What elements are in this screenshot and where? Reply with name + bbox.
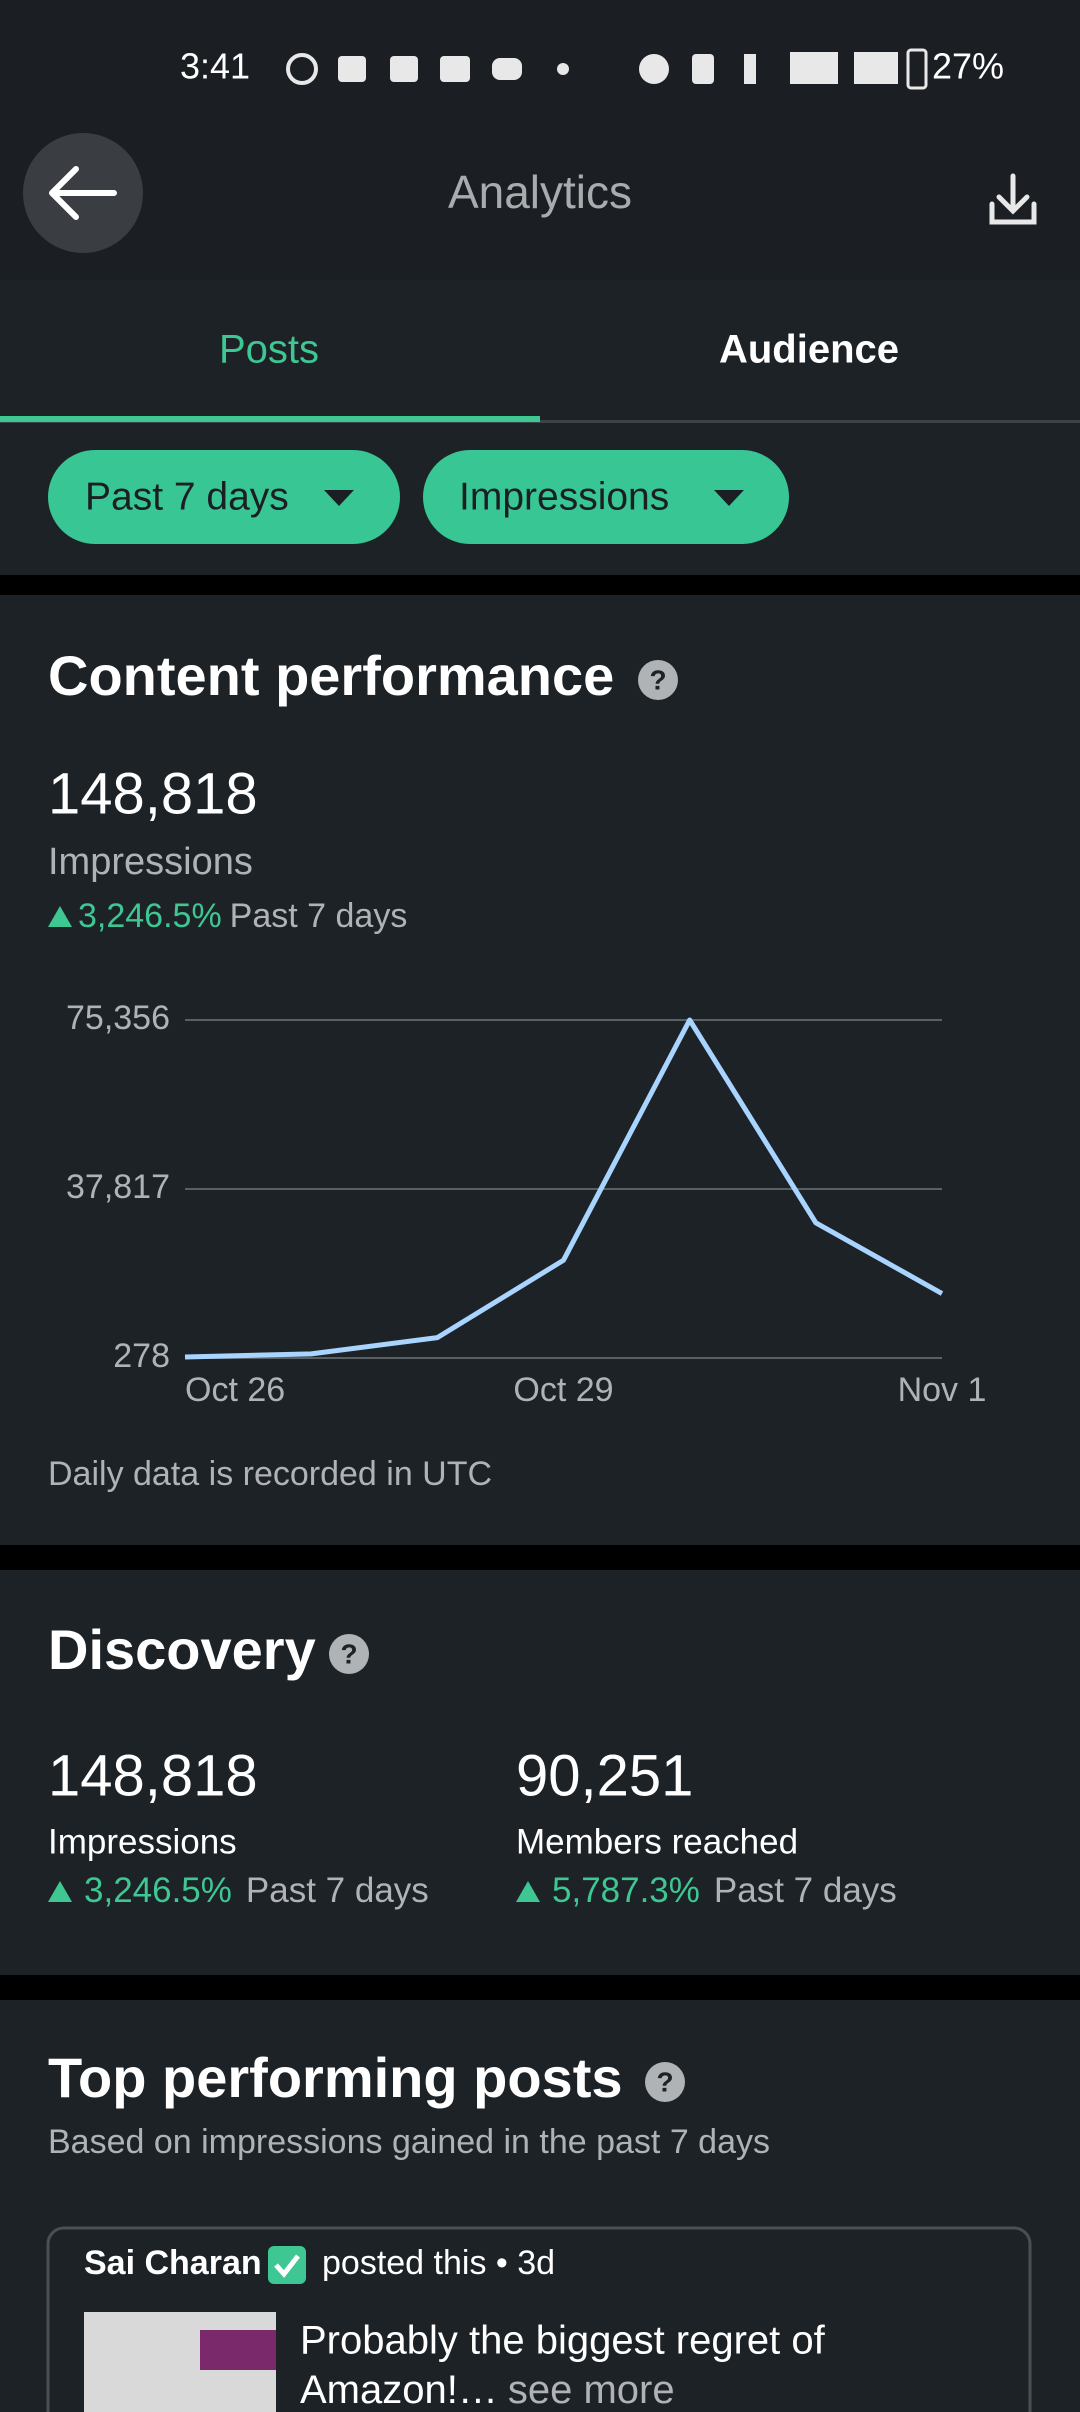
- stat-value: 90,251: [516, 1743, 693, 1808]
- trend-up: [48, 906, 72, 927]
- data-line: [184, 1017, 944, 1360]
- filter-chip[interactable]: Past 7 days: [48, 450, 400, 544]
- metric-label: Impressions: [48, 841, 253, 883]
- post-card[interactable]: Sai Charan posted this • 3d Probably the…: [46, 2226, 1032, 2412]
- y-tick-label: 37,817: [66, 1168, 170, 1206]
- card-bg: [0, 1570, 1080, 1975]
- tab[interactable]: Posts: [219, 328, 319, 372]
- status-battery: 27%: [932, 46, 1004, 87]
- section-title: Content performance: [48, 644, 614, 707]
- post-text: Probably the biggest regret of: [300, 2319, 826, 2363]
- trend: 3,246.5% Past 7 days: [78, 897, 407, 935]
- app-title: Analytics: [448, 166, 632, 218]
- status-time: 3:41: [180, 46, 250, 87]
- download-button[interactable]: [989, 173, 1037, 225]
- y-tick-label: 278: [113, 1337, 170, 1375]
- post-meta: posted this • 3d: [322, 2244, 555, 2282]
- x-tick-label: Oct 29: [513, 1371, 613, 1409]
- chip-label: Past 7 days: [85, 475, 289, 518]
- separator: [0, 1975, 1080, 2000]
- total-value: 148,818: [48, 761, 258, 826]
- chart-note: Daily data is recorded in UTC: [48, 1455, 492, 1493]
- x-tick-label: Nov 1: [898, 1371, 987, 1409]
- section-title: Top performing posts: [48, 2046, 623, 2109]
- post-thumbnail-detail: [200, 2330, 276, 2370]
- status-icons: [286, 48, 928, 90]
- post-author: Sai Charan: [84, 2244, 262, 2282]
- trend: 3,246.5% Past 7 days: [84, 1871, 429, 1910]
- card-bg: [0, 595, 1080, 1545]
- separator: [0, 575, 1080, 595]
- filter-chip[interactable]: Impressions: [423, 450, 789, 544]
- x-tick-label: Oct 26: [185, 1371, 285, 1409]
- stat-value: 148,818: [48, 1743, 258, 1808]
- verified-icon: [268, 2246, 306, 2284]
- top-bar-bg: [0, 0, 1080, 280]
- help-icon[interactable]: ?: [329, 1634, 369, 1674]
- chip-label: Impressions: [459, 475, 669, 518]
- svg-text:?: ?: [656, 2066, 673, 2097]
- help-icon[interactable]: ?: [638, 660, 678, 700]
- section-title: Discovery: [48, 1618, 316, 1681]
- trend-up: [48, 1881, 72, 1902]
- y-tick-label: 75,356: [66, 999, 170, 1037]
- trend-up: [516, 1881, 540, 1902]
- back-button[interactable]: [23, 133, 143, 253]
- separator: [0, 1545, 1080, 1570]
- stat-label: Impressions: [48, 1822, 237, 1861]
- line-chart: 278 37,817 75,356 Oct 26 Oct 29 Nov 1: [66, 999, 986, 1409]
- trend: 5,787.3% Past 7 days: [552, 1871, 897, 1910]
- post-text: Amazon!… see more: [300, 2368, 675, 2412]
- help-icon[interactable]: ?: [645, 2062, 685, 2102]
- tab-indicator: [0, 416, 540, 422]
- tab[interactable]: Audience: [719, 328, 899, 372]
- svg-text:?: ?: [340, 1638, 357, 1669]
- svg-text:?: ?: [649, 664, 666, 695]
- section-subtitle: Based on impressions gained in the past …: [48, 2123, 770, 2161]
- stat-label: Members reached: [516, 1822, 798, 1861]
